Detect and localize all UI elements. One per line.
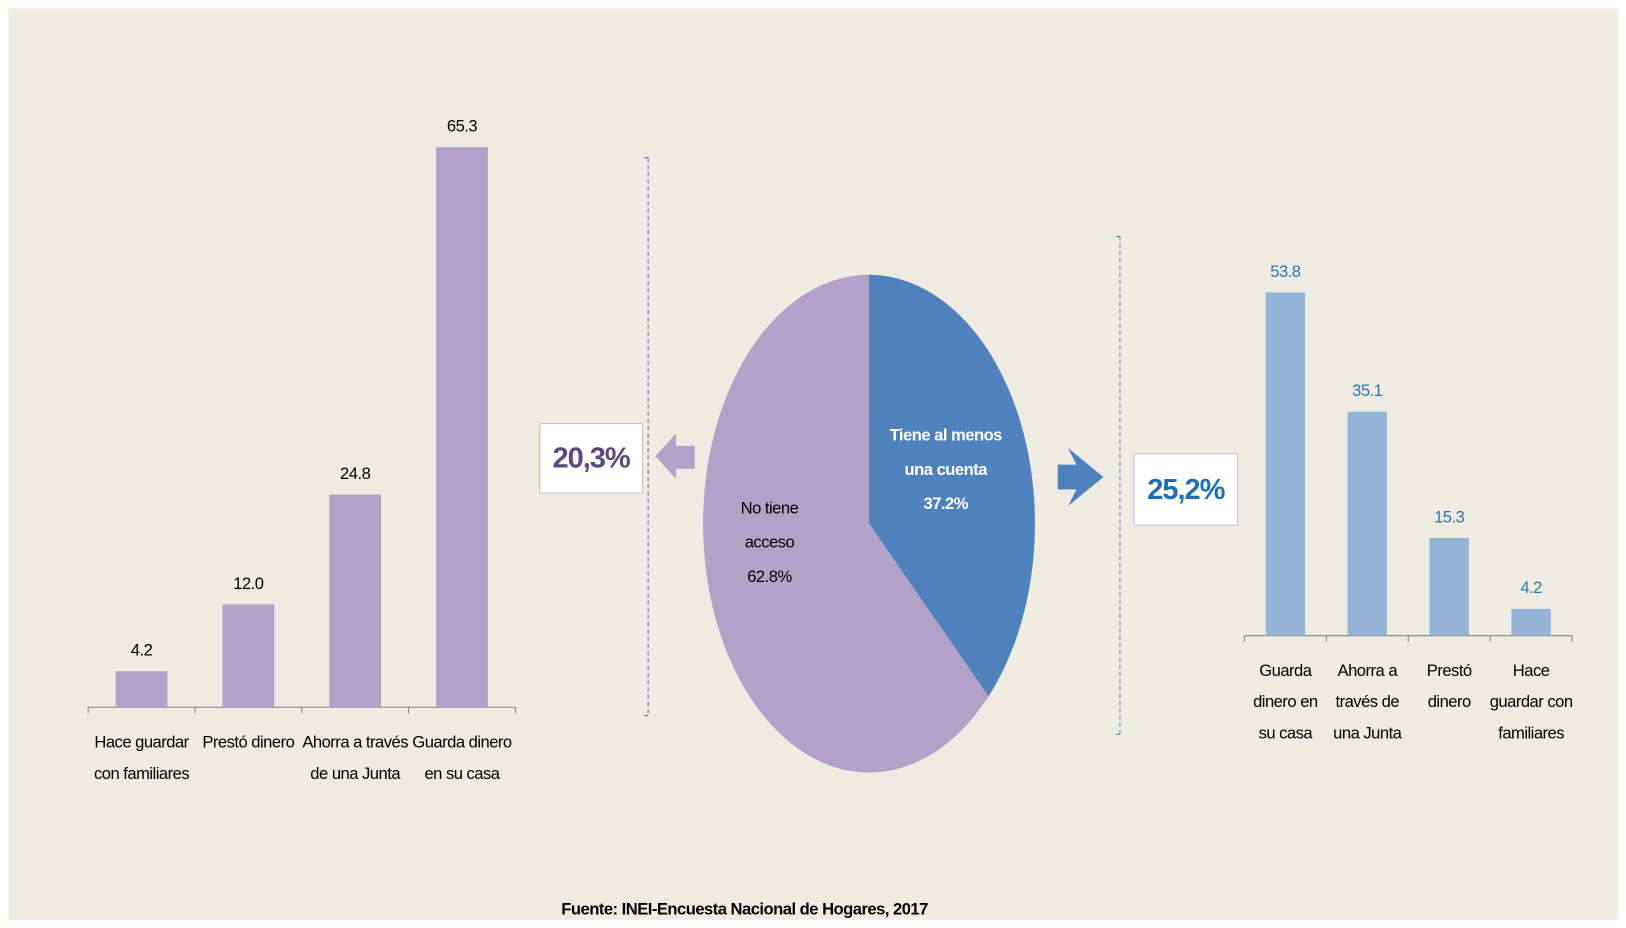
pie-value: 37.2% — [923, 495, 969, 514]
bar — [222, 604, 275, 708]
annotation: 25,2% — [1133, 453, 1239, 526]
x-tick-label: Guarda dinero en su casa — [412, 734, 512, 783]
data-label: 15.3 — [1434, 509, 1465, 527]
x-tick-label: Prestó dinero — [202, 734, 295, 752]
annotation: 20,3% — [539, 423, 643, 494]
data-label: 4.2 — [130, 642, 153, 660]
data-label: 24.8 — [340, 465, 371, 484]
arrow — [1057, 447, 1104, 507]
data-label: 4.2 — [1520, 579, 1542, 598]
bar — [115, 671, 168, 708]
x-tick-label: Hace guardar con familiares — [93, 734, 190, 783]
bar — [1265, 292, 1306, 636]
arrow — [655, 433, 695, 480]
x-tick-label: Guarda dinero en su casa — [1253, 662, 1318, 743]
data-label: 12.0 — [233, 575, 264, 593]
data-label: 65.3 — [446, 118, 478, 136]
x-tick-label: Ahorra a través de una Junta — [1333, 662, 1402, 743]
source: Fuente: INEI-Encuesta Nacional de Hogare… — [561, 901, 928, 919]
pie-label: No tiene acceso — [740, 499, 799, 552]
x-tick-label: Hace guardar con familiares — [1489, 662, 1573, 743]
pie-value: 62.8% — [747, 568, 792, 586]
bar — [329, 494, 382, 708]
x-tick-label: Prestó dinero — [1426, 662, 1472, 712]
pie-slice — [869, 274, 1035, 697]
pie-slice — [703, 274, 989, 773]
bar — [436, 147, 488, 708]
data-label: 53.8 — [1270, 263, 1301, 282]
pie-label: Tiene al menos una cuenta — [889, 427, 1003, 480]
data-label: 35.1 — [1352, 382, 1383, 401]
bar — [1511, 608, 1551, 636]
bar — [1429, 538, 1469, 636]
x-tick-label: Ahorra a través de una Junta — [302, 734, 408, 783]
bar — [1347, 411, 1387, 636]
